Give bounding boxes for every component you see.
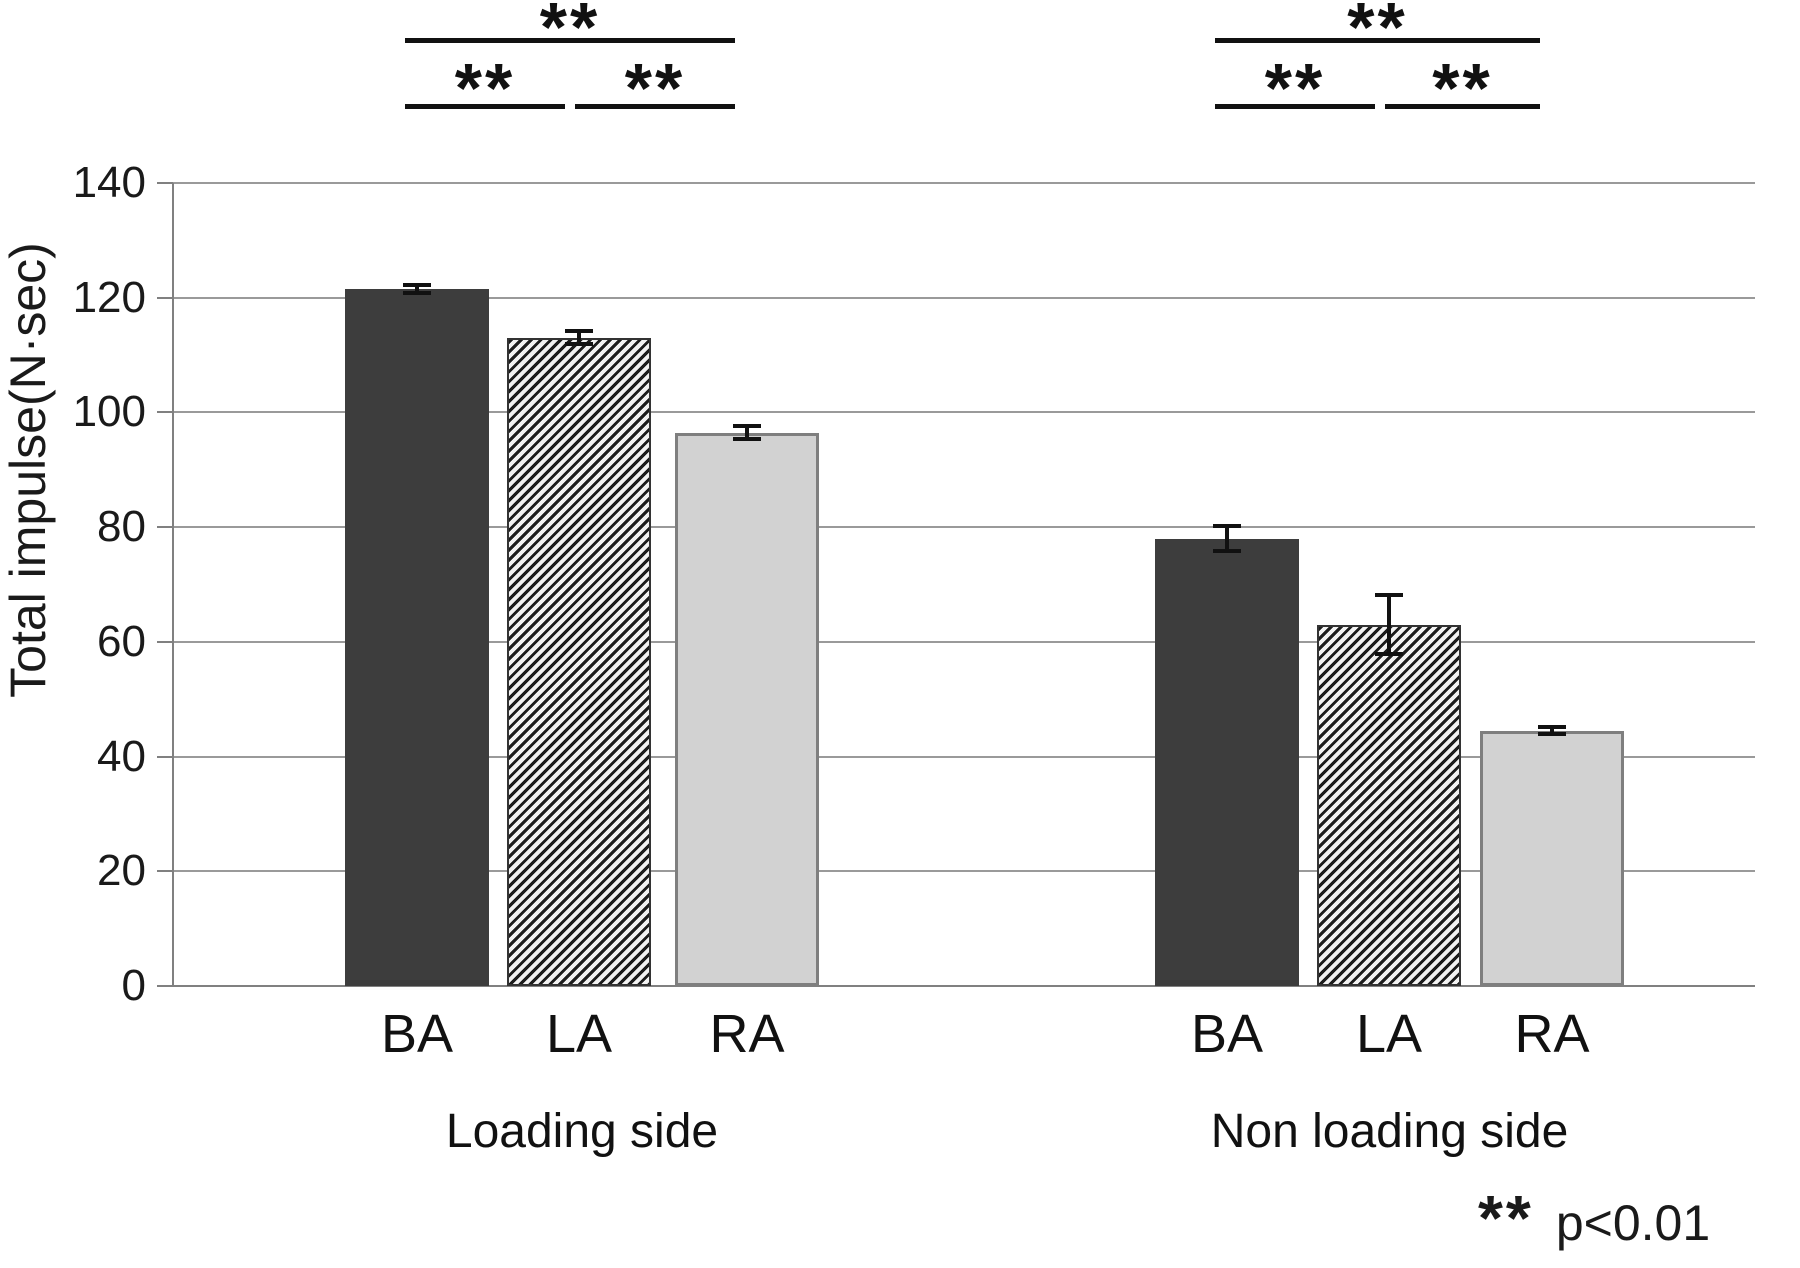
sig-asterisks-0: **: [539, 0, 601, 66]
error-bar-cap-top: [565, 329, 593, 334]
y-tick-label-20: 20: [97, 846, 146, 896]
y-tick-100: [157, 411, 173, 414]
y-tick-120: [157, 296, 173, 299]
y-tick-label-0: 0: [121, 961, 146, 1010]
category-label-LA-g1: LA: [1355, 1004, 1423, 1064]
category-label-BA-g1: BA: [1190, 1004, 1264, 1064]
bar-non-loading-side-BA: [1155, 538, 1299, 986]
error-bar-cap-bottom: [733, 437, 761, 442]
gridline-y-140: [173, 182, 1755, 184]
gridline-y-80: [173, 526, 1755, 529]
bar-loading-side-BA: [345, 289, 489, 986]
asterisk-marker: **: [1478, 1182, 1534, 1254]
category-label-RA-g1: RA: [1514, 1004, 1590, 1064]
error-bar-RA-g0: [733, 423, 761, 442]
gridline-y-20: [173, 870, 1755, 873]
y-tick-140: [157, 182, 173, 184]
sig-asterisks-2: **: [624, 49, 686, 127]
group-label-loading-side: Loading side: [445, 1105, 719, 1158]
sig-bracket-line-4: [1215, 104, 1375, 109]
bar-non-loading-side-RA: [1480, 730, 1624, 986]
error-bar-BA-g0: [403, 283, 431, 295]
sig-asterisks-1: **: [454, 49, 516, 127]
error-bar-stem: [745, 423, 749, 442]
y-tick-label-120: 120: [72, 272, 146, 322]
y-tick-40: [157, 755, 173, 758]
error-bar-stem: [1550, 725, 1554, 737]
category-label-LA-g0: LA: [545, 1004, 613, 1064]
y-tick-label-40: 40: [97, 731, 146, 781]
bar-loading-side-LA: [507, 337, 651, 986]
y-tick-20: [157, 870, 173, 873]
gridline-y-60: [173, 640, 1755, 643]
sig-asterisks-3: **: [1347, 0, 1408, 66]
y-tick-0: [157, 985, 173, 987]
bar-loading-side-RA: [675, 432, 819, 986]
y-tick-label-60: 60: [97, 616, 146, 666]
error-bar-stem: [577, 329, 581, 347]
sig-asterisks-5: **: [1432, 49, 1493, 127]
error-bar-LA-g1: [1375, 593, 1403, 657]
footnote-text: p<0.01: [1555, 1195, 1711, 1251]
error-bar-cap-top: [733, 423, 761, 428]
y-axis-title: Total impulse(N·sec): [0, 242, 56, 698]
gridline-y-120: [173, 296, 1755, 299]
gridline-y-100: [173, 411, 1755, 414]
error-bar-stem: [415, 283, 419, 295]
y-tick-label-80: 80: [97, 502, 146, 552]
error-bar-cap-bottom: [1538, 732, 1566, 737]
error-bar-RA-g1: [1538, 725, 1566, 737]
error-bar-cap-top: [403, 283, 431, 288]
error-bar-cap-top: [1538, 725, 1566, 730]
error-bar-cap-bottom: [403, 290, 431, 295]
y-tick-label-140: 140: [72, 158, 146, 207]
error-bar-BA-g1: [1213, 524, 1241, 553]
significance-footnote: ** p<0.01: [1478, 1186, 1710, 1251]
group-label-non-loading-side: Non loading side: [1210, 1105, 1569, 1158]
x-axis-baseline: [173, 985, 1755, 987]
error-bar-cap-top: [1375, 593, 1403, 598]
category-label-BA-g0: BA: [380, 1004, 454, 1064]
y-tick-80: [157, 526, 173, 529]
bar-non-loading-side-LA: [1317, 624, 1461, 986]
y-tick-label-100: 100: [72, 387, 146, 437]
y-axis-line: [172, 183, 174, 987]
category-label-RA-g0: RA: [709, 1004, 785, 1064]
sig-bracket-line-2: [575, 104, 735, 109]
error-bar-LA-g0: [565, 329, 593, 347]
error-bar-cap-bottom: [1375, 652, 1403, 657]
error-bar-cap-top: [1213, 524, 1241, 529]
y-tick-60: [157, 640, 173, 643]
error-bar-stem: [1387, 593, 1391, 657]
sig-asterisks-4: **: [1264, 49, 1326, 127]
error-bar-stem: [1225, 524, 1229, 553]
sig-bracket-line-3: [1215, 38, 1540, 43]
sig-bracket-line-5: [1385, 104, 1540, 109]
sig-bracket-line-0: [405, 38, 735, 43]
sig-bracket-line-1: [405, 104, 565, 109]
error-bar-cap-bottom: [1213, 548, 1241, 553]
error-bar-cap-bottom: [565, 342, 593, 347]
gridline-y-40: [173, 755, 1755, 758]
